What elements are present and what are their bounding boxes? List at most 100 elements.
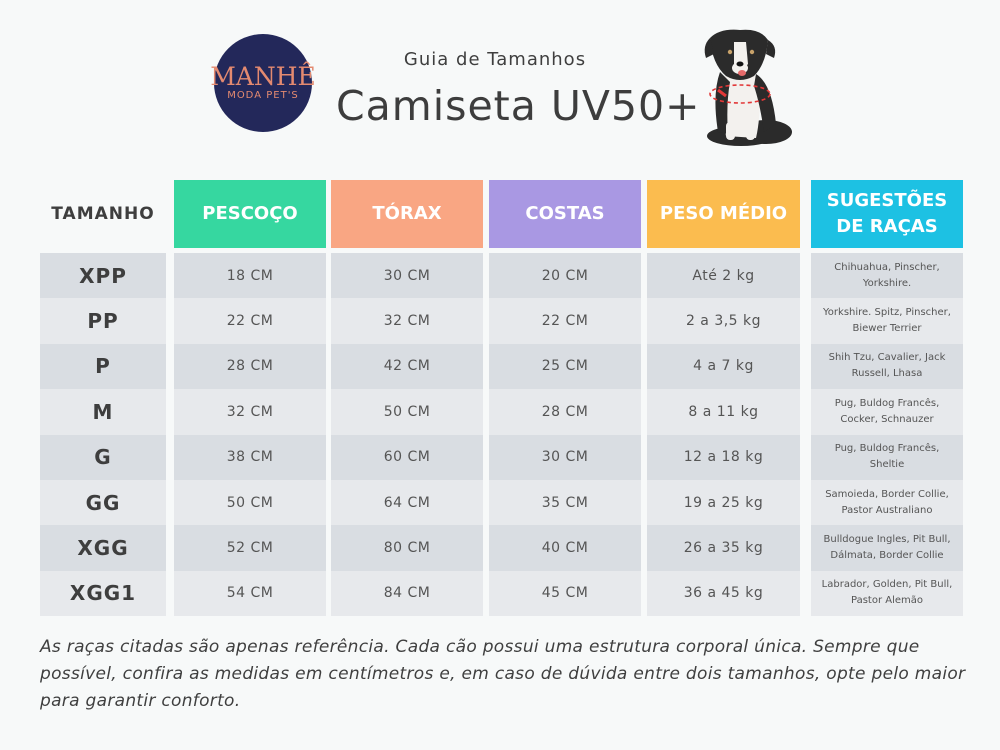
table-row: 84 CM: [331, 570, 483, 617]
table-row: 38 CM: [174, 434, 326, 480]
table-row: 22 CM: [489, 298, 641, 344]
table-row: 8 a 11 kg: [647, 389, 800, 435]
table-row: 4 a 7 kg: [647, 343, 800, 390]
table-row: 40 CM: [489, 525, 641, 571]
table-row: Yorkshire. Spitz, Pinscher, Biewer Terri…: [811, 298, 963, 344]
weight-cell: Até 2 kg: [692, 267, 755, 284]
size-cell: G: [94, 445, 112, 470]
table-row: 80 CM: [331, 525, 483, 571]
size-column: XPP PP P M G GG XGG XGG1: [40, 253, 166, 617]
table-row: 26 a 35 kg: [647, 525, 800, 571]
brand-tagline: MODA PET'S: [227, 90, 299, 101]
chest-cell: 42 CM: [383, 358, 431, 375]
neck-cell: 18 CM: [226, 267, 274, 284]
back-cell: 25 CM: [541, 358, 589, 375]
table-row: Pug, Buldog Francês, Sheltie: [811, 434, 963, 480]
size-cell: PP: [87, 309, 119, 334]
back-cell: 40 CM: [541, 540, 589, 557]
column-header-back: COSTAS: [489, 180, 641, 248]
table-row: 35 CM: [489, 479, 641, 526]
table-row: 45 CM: [489, 570, 641, 617]
table-row: 32 CM: [174, 389, 326, 435]
table-row: 30 CM: [489, 434, 641, 480]
weight-cell: 2 a 3,5 kg: [685, 313, 762, 330]
chest-cell: 50 CM: [383, 403, 431, 420]
weight-column: Até 2 kg 2 a 3,5 kg 4 a 7 kg 8 a 11 kg 12 a …: [647, 253, 800, 617]
column-header-size: TAMANHO: [51, 204, 155, 224]
table-row: 52 CM: [174, 525, 326, 571]
table-row: XGG1: [40, 570, 166, 617]
table-row: 20 CM: [489, 253, 641, 299]
chest-cell: 32 CM: [383, 313, 431, 330]
page-subtitle: Guia de Tamanhos: [403, 49, 587, 70]
column-header-neck: PESCOÇO: [174, 180, 326, 248]
breeds-cell: Samoieda, Border Collie, Pastor Australi…: [825, 488, 949, 516]
size-cell: XGG1: [69, 581, 137, 606]
table-row: PP: [40, 298, 166, 344]
size-cell: XPP: [79, 263, 127, 288]
disclaimer-note: As raças citadas são apenas referência. …: [40, 637, 966, 711]
breeds-cell: Pug, Buldog Francês, Sheltie: [834, 443, 940, 471]
table-row: Samoieda, Border Collie, Pastor Australi…: [811, 479, 963, 526]
breeds-cell: Pug, Buldog Francês, Cocker, Schnauzer: [834, 397, 940, 425]
breeds-cell: Bulldogue Ingles, Pit Bull, Dálmata, Bor…: [823, 534, 951, 562]
table-row: GG: [40, 479, 166, 526]
table-row: 19 a 25 kg: [647, 479, 800, 526]
table-row: 54 CM: [174, 570, 326, 617]
table-row: G: [40, 434, 166, 480]
table-row: Pug, Buldog Francês, Cocker, Schnauzer: [811, 389, 963, 435]
chest-column: 30 CM 32 CM 42 CM 50 CM 60 CM 64 CM 80 CM 84 CM: [331, 253, 483, 617]
size-cell: M: [92, 399, 114, 424]
weight-cell: 36 a 45 kg: [683, 585, 764, 602]
chest-cell: 64 CM: [383, 494, 431, 511]
back-cell: 28 CM: [541, 403, 589, 420]
size-cell: GG: [85, 490, 121, 515]
table-row: XGG: [40, 525, 166, 571]
page-title: Camiseta UV50+: [336, 82, 701, 130]
table-row: Chihuahua, Pinscher, Yorkshire.: [811, 253, 963, 299]
chest-cell: 30 CM: [383, 267, 431, 284]
neck-cell: 32 CM: [226, 403, 274, 420]
breeds-cell: Labrador, Golden, Pit Bull, Pastor Alemã…: [821, 579, 953, 607]
table-row: 28 CM: [489, 389, 641, 435]
breeds-cell: Chihuahua, Pinscher, Yorkshire.: [834, 261, 940, 289]
table-row: 28 CM: [174, 343, 326, 390]
table-row: P: [40, 343, 166, 390]
weight-cell: 26 a 35 kg: [683, 540, 764, 557]
table-row: 32 CM: [331, 298, 483, 344]
table-row: XPP: [40, 253, 166, 299]
table-row: 42 CM: [331, 343, 483, 390]
breeds-cell: Yorkshire. Spitz, Pinscher, Biewer Terri…: [823, 307, 951, 335]
weight-cell: 19 a 25 kg: [683, 494, 764, 511]
brand-logo: MANHÊ MODA PET'S: [210, 34, 316, 132]
table-row: Até 2 kg: [647, 253, 800, 299]
table-row: 50 CM: [331, 389, 483, 435]
neck-column: 18 CM 22 CM 28 CM 32 CM 38 CM 50 CM 52 CM 54 CM: [174, 253, 326, 617]
weight-cell: 8 a 11 kg: [688, 403, 759, 420]
neck-cell: 50 CM: [226, 494, 274, 511]
back-cell: 30 CM: [541, 449, 589, 466]
brand-name: MANHÊ: [210, 62, 316, 91]
table-row: 22 CM: [174, 298, 326, 344]
table-row: 64 CM: [331, 479, 483, 526]
column-header-breeds: SUGESTÕES DE RAÇAS: [811, 180, 963, 248]
table-row: 12 a 18 kg: [647, 434, 800, 480]
weight-cell: 4 a 7 kg: [693, 358, 754, 375]
back-cell: 35 CM: [541, 494, 589, 511]
back-cell: 45 CM: [541, 585, 589, 602]
table-row: 2 a 3,5 kg: [647, 298, 800, 344]
table-row: Bulldogue Ingles, Pit Bull, Dálmata, Bor…: [811, 525, 963, 571]
column-header-chest: TÓRAX: [331, 180, 483, 248]
back-cell: 20 CM: [541, 267, 589, 284]
neck-cell: 22 CM: [226, 313, 274, 330]
table-row: 36 a 45 kg: [647, 570, 800, 617]
table-row: 30 CM: [331, 253, 483, 299]
table-row: 25 CM: [489, 343, 641, 390]
column-header-breeds-label: SUGESTÕES DE RAÇAS: [826, 190, 948, 237]
weight-cell: 12 a 18 kg: [683, 449, 764, 466]
chest-cell: 84 CM: [383, 585, 431, 602]
table-row: 50 CM: [174, 479, 326, 526]
column-header-weight: PESO MÉDIO: [647, 180, 800, 248]
table-row: Labrador, Golden, Pit Bull, Pastor Alemã…: [811, 570, 963, 617]
dog-illustration: [704, 29, 792, 146]
